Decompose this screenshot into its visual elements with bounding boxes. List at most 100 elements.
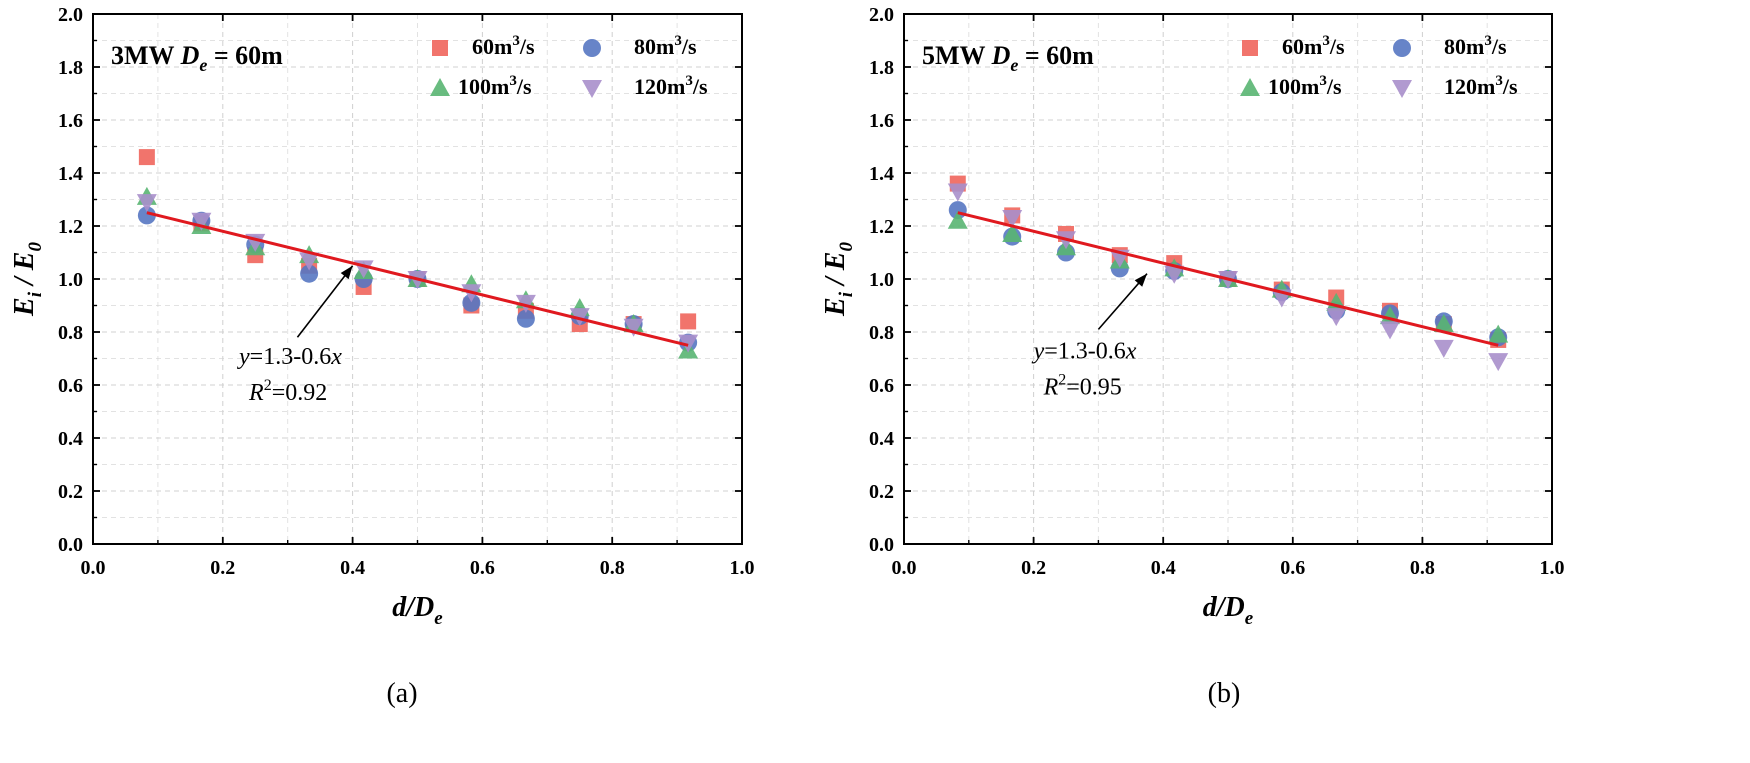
panel-caption: (b) — [1208, 678, 1241, 709]
chart-panel-b: 0.0 0.2 0.4 0.6 0.8 1.0 1.2 1.4 1.6 1.8 2.0 0.0 0.2 0… — [820, 4, 1565, 709]
y-tick-label: 1.8 — [58, 57, 83, 79]
x-tick-label: 0.4 — [340, 557, 365, 579]
panel-title: 3MW De = 60m — [111, 41, 283, 75]
legend-marker-60 — [1242, 40, 1258, 56]
y-tick-label: 1.4 — [58, 163, 83, 185]
legend-marker-80 — [583, 39, 601, 57]
legend-label-80: 80m3/s — [1444, 33, 1507, 59]
y-tick-label: 1.4 — [869, 163, 894, 185]
data-point-80 — [300, 264, 319, 283]
legend-label-120: 120m3/s — [634, 73, 708, 99]
series-120 — [947, 183, 1509, 372]
data-point-120 — [1002, 210, 1023, 229]
fit-equation: y=1.3-0.6x — [1032, 339, 1137, 365]
annotation-arrow — [296, 265, 354, 338]
data-point-60 — [680, 313, 697, 330]
data-point-120 — [623, 318, 644, 337]
y-tick-label: 0.2 — [869, 481, 894, 503]
x-tick-label: 1.0 — [730, 557, 755, 579]
y-tick-label: 1.0 — [869, 269, 894, 291]
data-point-120 — [678, 334, 699, 353]
y-tick-label: 1.2 — [869, 216, 894, 238]
x-tick-label: 0.6 — [470, 557, 495, 579]
x-tick-label: 0.2 — [1021, 557, 1046, 579]
data-point-60 — [138, 149, 155, 166]
x-tick-label: 0.8 — [1410, 557, 1435, 579]
data-point-80 — [516, 309, 535, 328]
ticks: 0.0 0.2 0.4 0.6 0.8 1.0 1.2 1.4 1.6 1.8 2.0 0.0 0.2 0… — [58, 4, 755, 579]
ticks: 0.0 0.2 0.4 0.6 0.8 1.0 1.2 1.4 1.6 1.8 2.0 0.0 0.2 0… — [869, 4, 1565, 579]
data-point-120 — [191, 212, 212, 231]
data-point-100 — [1002, 223, 1023, 242]
fit-line — [957, 211, 1499, 347]
y-tick-label: 0.0 — [869, 534, 894, 556]
data-points — [947, 175, 1509, 372]
x-tick-label: 0.8 — [600, 557, 625, 579]
y-tick-label: 1.6 — [58, 110, 83, 132]
legend-label-60: 60m3/s — [472, 33, 535, 59]
legend-marker-60 — [432, 40, 448, 56]
data-point-120 — [1433, 339, 1454, 358]
y-tick-label: 1.0 — [58, 269, 83, 291]
legend-marker-120 — [1392, 80, 1412, 98]
x-tick-label: 0.0 — [892, 557, 917, 579]
legend-label-120: 120m3/s — [1444, 73, 1518, 99]
data-point-100 — [1433, 314, 1454, 333]
panel-caption: (a) — [386, 678, 417, 709]
y-tick-label: 2.0 — [58, 4, 83, 26]
x-tick-label: 0.6 — [1280, 557, 1305, 579]
y-tick-label: 0.0 — [58, 534, 83, 556]
legend-marker-120 — [582, 80, 602, 98]
y-tick-label: 0.2 — [58, 481, 83, 503]
data-point-100 — [1488, 324, 1509, 343]
y-tick-label: 0.6 — [58, 375, 83, 397]
legend-label-80: 80m3/s — [634, 33, 697, 59]
y-axis-label: Ei / E0 — [820, 242, 857, 317]
x-axis-label: d/De — [392, 592, 443, 629]
x-tick-label: 1.0 — [1540, 557, 1565, 579]
data-points — [136, 149, 699, 359]
y-tick-label: 0.8 — [869, 322, 894, 344]
legend-label-60: 60m3/s — [1282, 33, 1345, 59]
legend: 60m3/s 80m3/s 100m3/s 120m3/s — [1240, 33, 1518, 99]
y-axis-label: Ei / E0 — [9, 242, 46, 317]
data-point-120 — [1380, 321, 1400, 340]
annotation-arrowhead — [1134, 273, 1147, 287]
panel-title: 5MW De = 60m — [922, 41, 1094, 75]
data-point-120 — [1164, 265, 1185, 284]
data-point-80 — [462, 293, 481, 312]
fit-equation: y=1.3-0.6x — [237, 344, 342, 370]
x-tick-label: 0.0 — [81, 557, 106, 579]
data-point-120 — [947, 183, 968, 202]
legend: 60m3/s 80m3/s 100m3/s 120m3/s — [430, 33, 708, 99]
data-point-120 — [299, 252, 320, 271]
legend-marker-100 — [1240, 78, 1260, 96]
data-point-100 — [947, 210, 968, 229]
legend-marker-100 — [430, 78, 450, 96]
fit-r-squared: R2=0.95 — [1043, 372, 1122, 401]
fit-r-squared: R2=0.92 — [248, 377, 327, 406]
legend-label-100: 100m3/s — [458, 73, 532, 99]
y-tick-label: 1.6 — [869, 110, 894, 132]
data-point-80 — [137, 206, 156, 225]
x-tick-label: 0.4 — [1151, 557, 1176, 579]
chart-panel-a: 0.0 0.2 0.4 0.6 0.8 1.0 1.2 1.4 1.6 1.8 2.0 0.0 0.2 0… — [9, 4, 755, 709]
y-tick-label: 0.8 — [58, 322, 83, 344]
data-point-120 — [569, 308, 590, 327]
legend-label-100: 100m3/s — [1268, 73, 1342, 99]
y-tick-label: 1.2 — [58, 216, 83, 238]
y-tick-label: 2.0 — [869, 4, 894, 26]
series-120 — [136, 194, 699, 353]
y-tick-label: 0.6 — [869, 375, 894, 397]
data-point-120 — [136, 194, 157, 213]
x-tick-label: 0.2 — [210, 557, 235, 579]
data-point-120 — [1326, 308, 1347, 327]
y-tick-label: 0.4 — [58, 428, 83, 450]
legend-marker-80 — [1393, 39, 1411, 57]
y-tick-label: 1.8 — [869, 57, 894, 79]
x-axis-label: d/De — [1203, 592, 1254, 629]
y-tick-label: 0.4 — [869, 428, 894, 450]
fit-line — [146, 211, 689, 347]
data-point-120 — [515, 294, 536, 313]
